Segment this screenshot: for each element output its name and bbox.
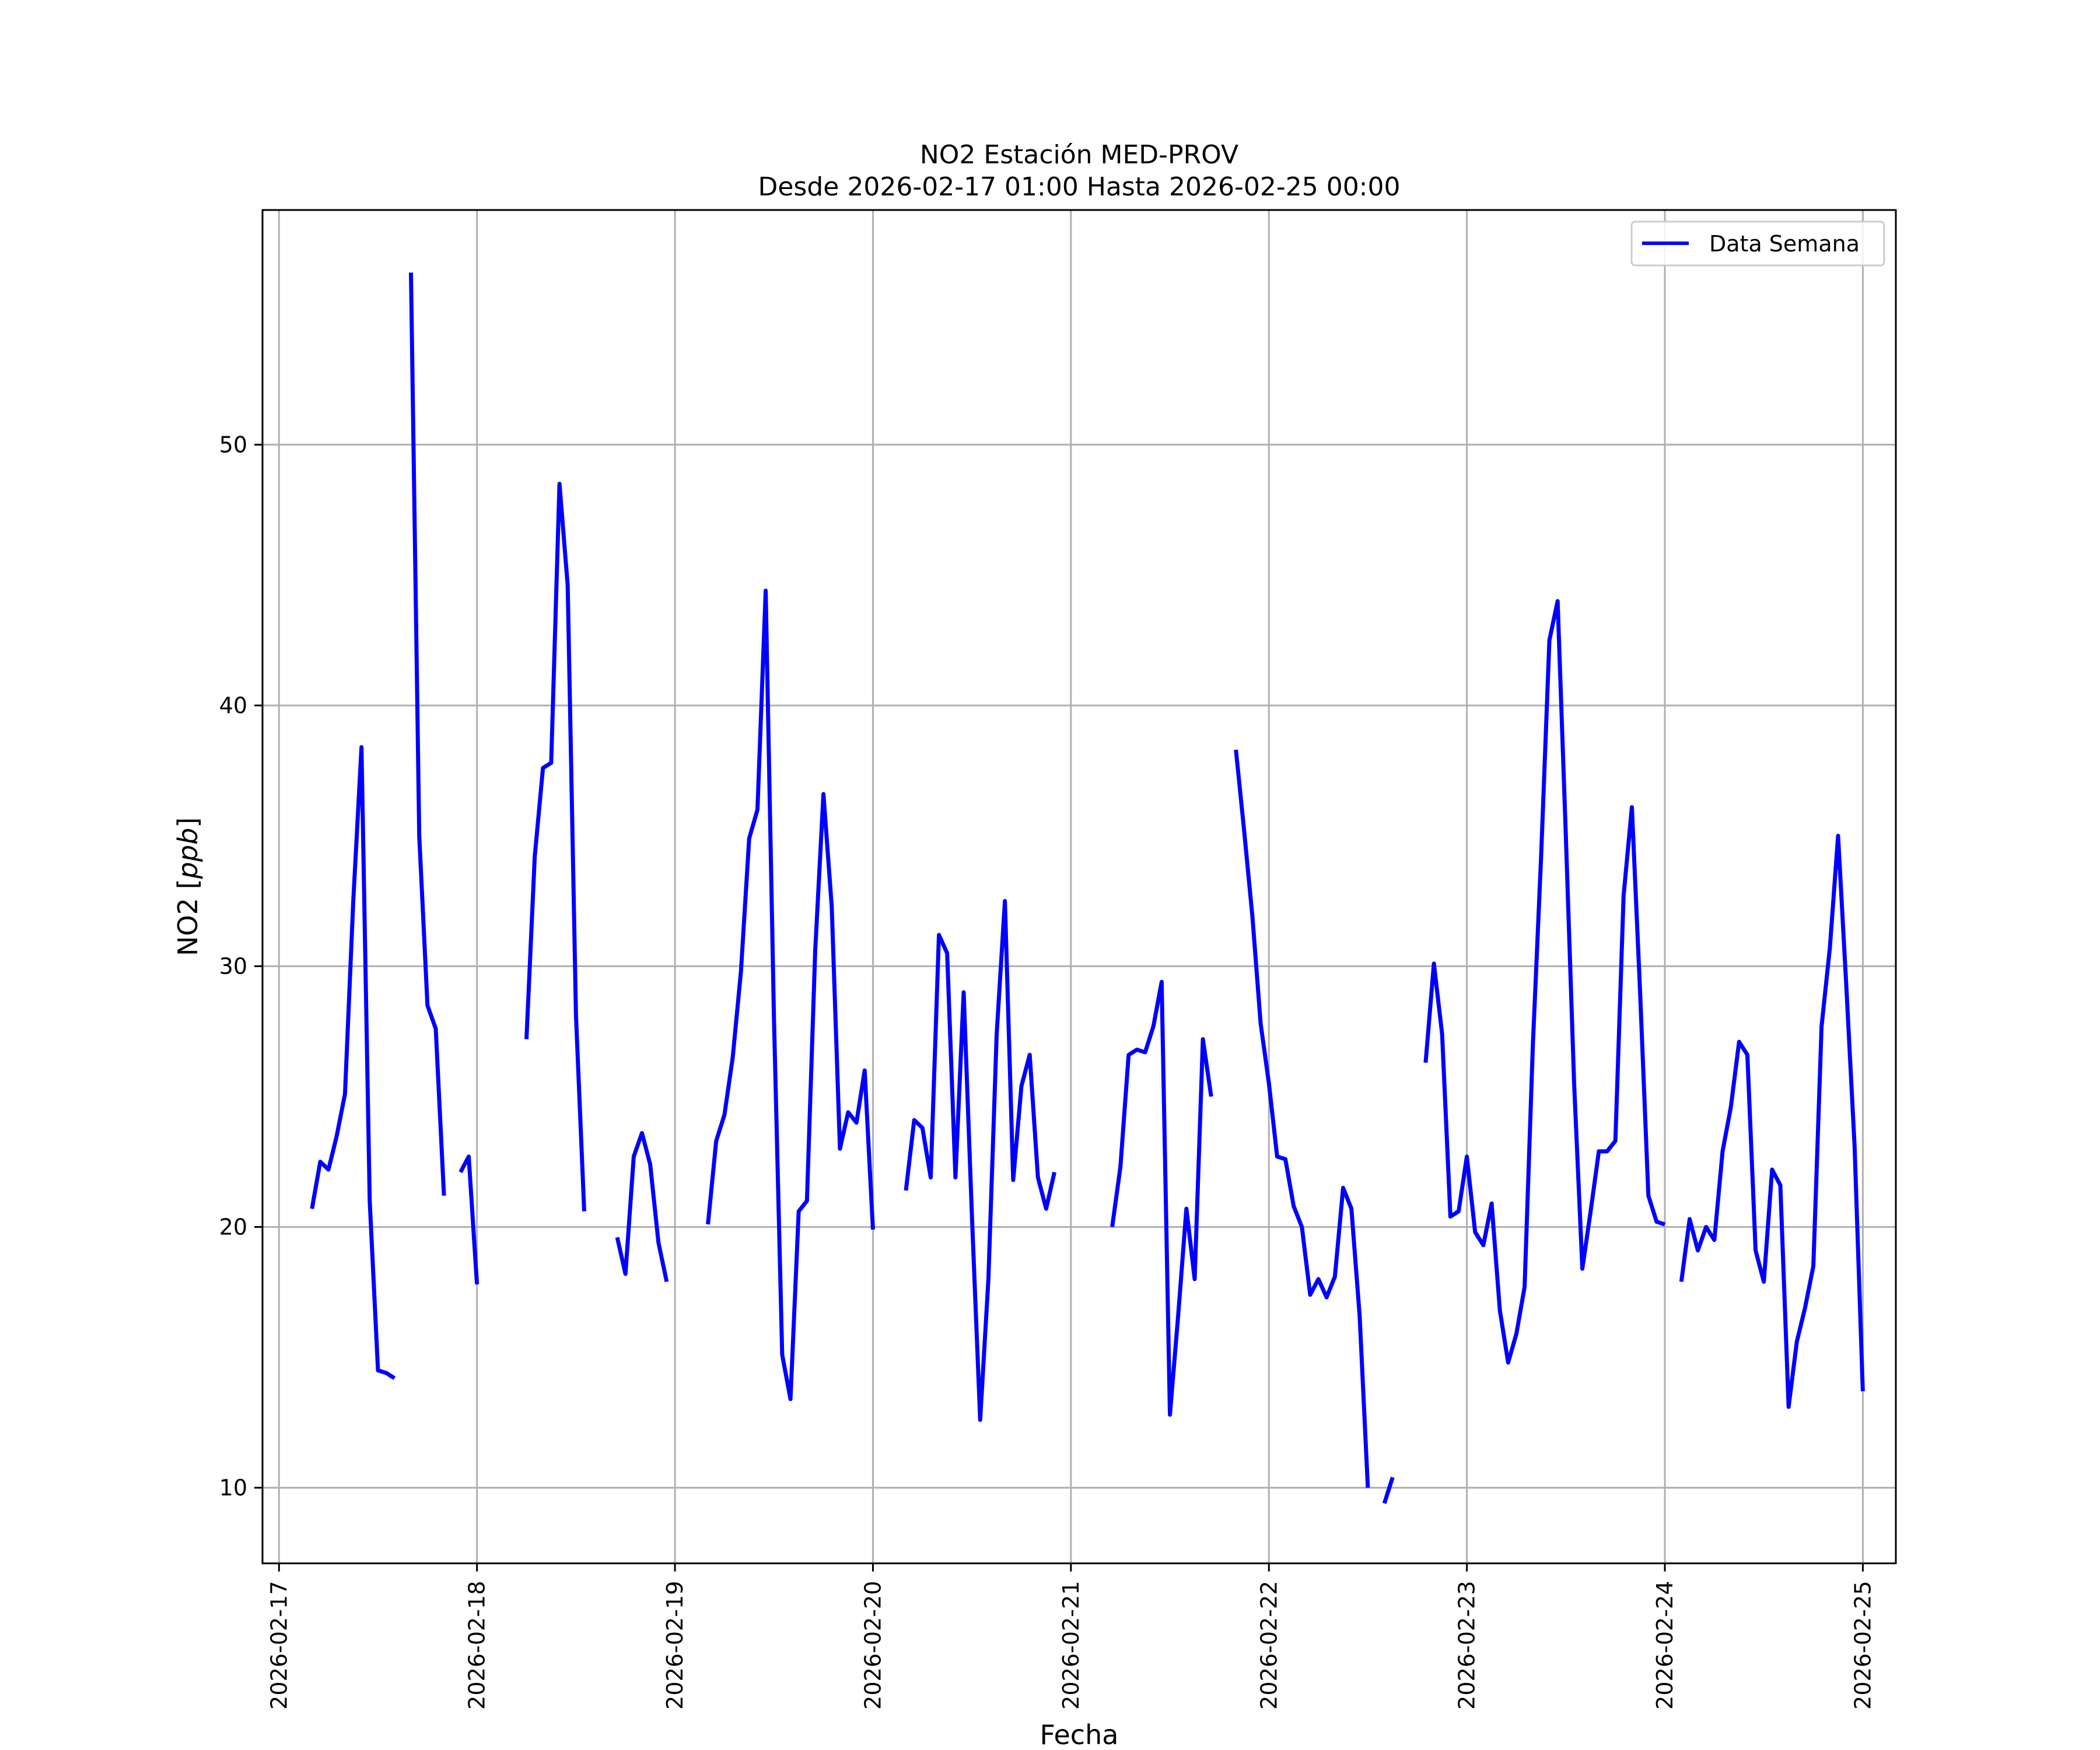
axis-ticks: 2026-02-17 2026-02-18 2026-02-19 2026-02-20… [219,432,1876,1710]
x-tick-label: 2026-02-19 [662,1581,688,1710]
x-tick-label: 2026-02-17 [266,1581,292,1710]
series-line-segment [615,1130,669,1282]
x-axis-label: Fecha [1040,1719,1119,1750]
y-axis-label: NO2 [ppb] [172,817,204,956]
series-line-segment [1382,1476,1395,1504]
x-tick-label: 2026-02-18 [464,1581,490,1710]
chart-subtitle: Desde 2026-02-17 01:00 Hasta 2026-02-25 … [758,172,1400,202]
series-line-segment [1110,979,1213,1417]
series-line-segment [1234,749,1370,1488]
y-axis-label-unit: ppb [172,828,204,880]
y-tick-label: 30 [219,953,247,979]
y-tick-label: 50 [219,432,247,457]
x-tick-label: 2026-02-24 [1652,1581,1678,1710]
plot-frame [261,209,1897,1564]
series-line-segment [1423,599,1666,1365]
y-tick-label: 20 [219,1214,247,1240]
y-axis-label-suffix: ] [172,817,204,828]
legend-label: Data Semana [1709,231,1860,257]
series-line-segment [706,589,875,1401]
legend: Data Semana [1630,220,1885,267]
series-line-segment [459,1154,480,1284]
series-line-segment [904,899,1057,1422]
x-tick-label: 2026-02-20 [860,1581,886,1710]
data-series-layer [310,272,1865,1504]
x-tick-label: 2026-02-23 [1454,1581,1480,1710]
legend-box [1630,220,1885,267]
series-line-segment [310,745,396,1380]
series-line-segment [1679,834,1865,1409]
gridlines [262,210,1896,1563]
x-tick-label: 2026-02-21 [1058,1581,1084,1710]
y-tick-label: 40 [219,692,247,718]
y-tick-label: 10 [219,1475,247,1500]
series-line-segment [409,272,446,1196]
x-tick-label: 2026-02-25 [1850,1581,1875,1710]
x-tick-label: 2026-02-22 [1256,1581,1282,1710]
y-axis-label-prefix: NO2 [ [172,879,204,956]
chart-title: NO2 Estación MED-PROV [920,140,1238,170]
series-line-segment [524,481,586,1212]
